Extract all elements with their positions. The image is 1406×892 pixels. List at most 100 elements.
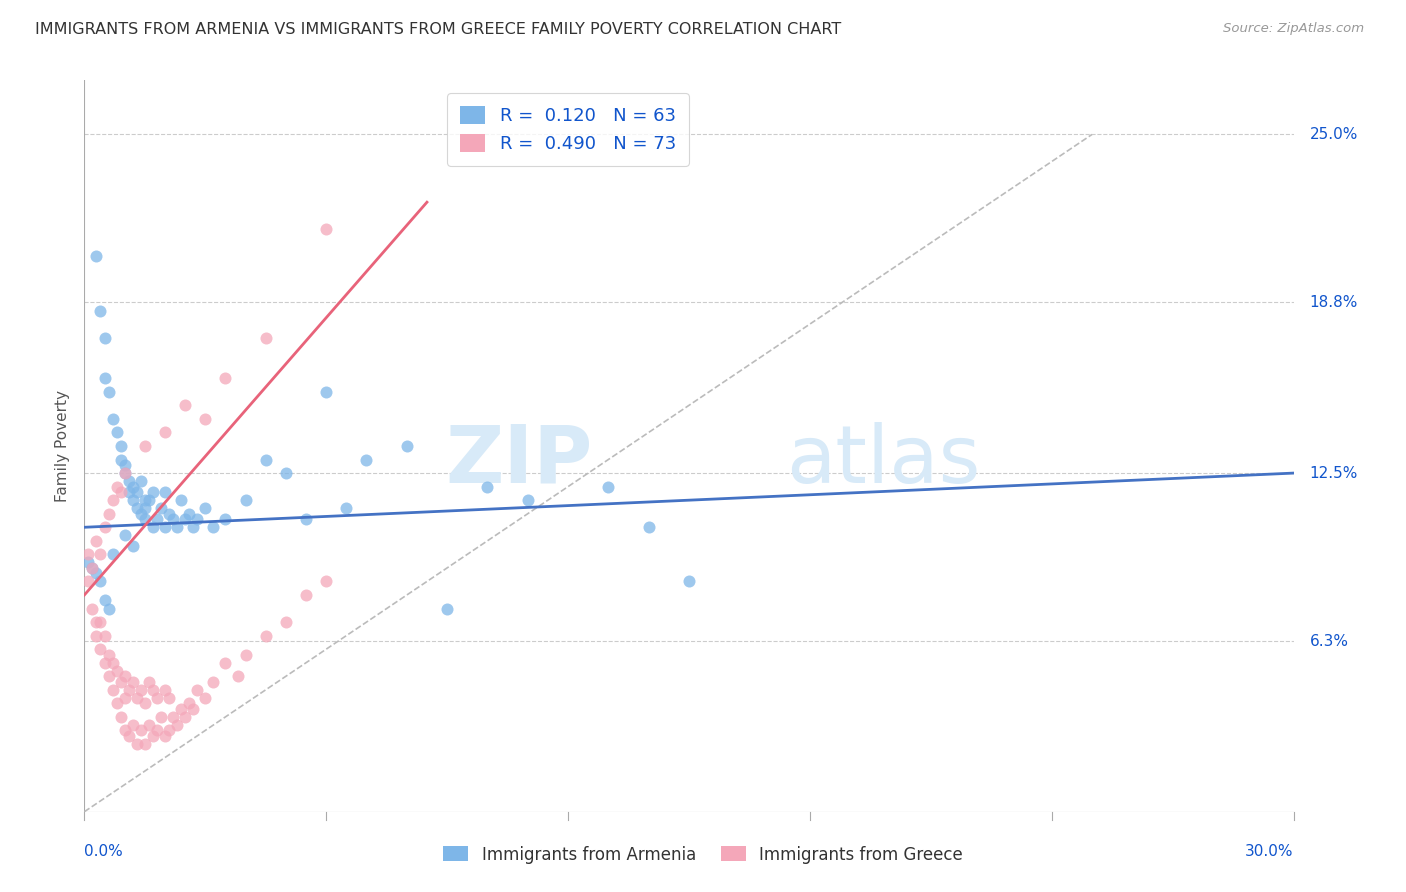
- Point: [93, 520, 115, 534]
- Point: [121, 493, 143, 508]
- Point: [114, 690, 136, 705]
- Point: [93, 656, 115, 670]
- Point: [110, 710, 132, 724]
- Text: 12.5%: 12.5%: [1309, 466, 1358, 481]
- Point: [93, 629, 115, 643]
- Point: [129, 682, 152, 697]
- Point: [134, 439, 156, 453]
- Point: [125, 501, 148, 516]
- Point: [86, 533, 108, 548]
- Point: [82, 561, 104, 575]
- Point: [202, 520, 225, 534]
- Point: [254, 629, 277, 643]
- Text: Source: ZipAtlas.com: Source: ZipAtlas.com: [1223, 22, 1364, 36]
- Point: [174, 710, 197, 724]
- Point: [315, 384, 337, 399]
- Point: [194, 412, 217, 426]
- Point: [101, 547, 124, 561]
- Legend: R =  0.120   N = 63, R =  0.490   N = 73: R = 0.120 N = 63, R = 0.490 N = 73: [447, 93, 689, 166]
- Point: [186, 682, 208, 697]
- Point: [97, 507, 120, 521]
- Point: [157, 690, 180, 705]
- Point: [315, 222, 337, 236]
- Point: [170, 702, 193, 716]
- Point: [110, 485, 132, 500]
- Point: [97, 384, 120, 399]
- Point: [129, 723, 152, 738]
- Point: [170, 493, 193, 508]
- Point: [86, 566, 108, 581]
- Point: [214, 656, 236, 670]
- Point: [186, 512, 208, 526]
- Point: [97, 601, 120, 615]
- Point: [93, 593, 115, 607]
- Point: [149, 501, 172, 516]
- Point: [153, 485, 176, 500]
- Point: [114, 669, 136, 683]
- Point: [516, 493, 538, 508]
- Point: [101, 682, 124, 697]
- Point: [226, 669, 249, 683]
- Point: [157, 507, 180, 521]
- Point: [89, 303, 111, 318]
- Point: [162, 710, 184, 724]
- Point: [101, 412, 124, 426]
- Point: [142, 682, 165, 697]
- Point: [157, 723, 180, 738]
- Point: [146, 690, 169, 705]
- Point: [395, 439, 418, 453]
- Point: [181, 520, 204, 534]
- Point: [121, 718, 143, 732]
- Point: [118, 729, 141, 743]
- Point: [166, 520, 188, 534]
- Point: [110, 439, 132, 453]
- Point: [93, 331, 115, 345]
- Point: [97, 669, 120, 683]
- Legend: Immigrants from Armenia, Immigrants from Greece: Immigrants from Armenia, Immigrants from…: [436, 839, 970, 871]
- Point: [202, 674, 225, 689]
- Point: [77, 556, 100, 570]
- Point: [194, 690, 217, 705]
- Point: [105, 480, 128, 494]
- Point: [86, 249, 108, 263]
- Point: [138, 718, 160, 732]
- Point: [235, 493, 257, 508]
- Point: [274, 466, 297, 480]
- Point: [436, 601, 458, 615]
- Point: [174, 512, 197, 526]
- Point: [125, 485, 148, 500]
- Point: [598, 480, 620, 494]
- Point: [121, 480, 143, 494]
- Point: [125, 690, 148, 705]
- Point: [254, 331, 277, 345]
- Point: [335, 501, 357, 516]
- Point: [181, 702, 204, 716]
- Text: ZIP: ZIP: [444, 422, 592, 500]
- Point: [110, 674, 132, 689]
- Point: [105, 425, 128, 440]
- Point: [149, 710, 172, 724]
- Point: [110, 452, 132, 467]
- Point: [146, 512, 169, 526]
- Text: 18.8%: 18.8%: [1309, 295, 1358, 310]
- Point: [134, 501, 156, 516]
- Point: [166, 718, 188, 732]
- Point: [118, 485, 141, 500]
- Point: [153, 682, 176, 697]
- Point: [295, 588, 318, 602]
- Text: 25.0%: 25.0%: [1309, 127, 1358, 142]
- Point: [114, 466, 136, 480]
- Point: [134, 697, 156, 711]
- Point: [174, 398, 197, 412]
- Point: [637, 520, 659, 534]
- Point: [101, 493, 124, 508]
- Point: [121, 539, 143, 553]
- Point: [142, 485, 165, 500]
- Point: [153, 520, 176, 534]
- Point: [101, 656, 124, 670]
- Point: [114, 458, 136, 472]
- Point: [134, 493, 156, 508]
- Point: [315, 574, 337, 589]
- Point: [114, 723, 136, 738]
- Point: [77, 547, 100, 561]
